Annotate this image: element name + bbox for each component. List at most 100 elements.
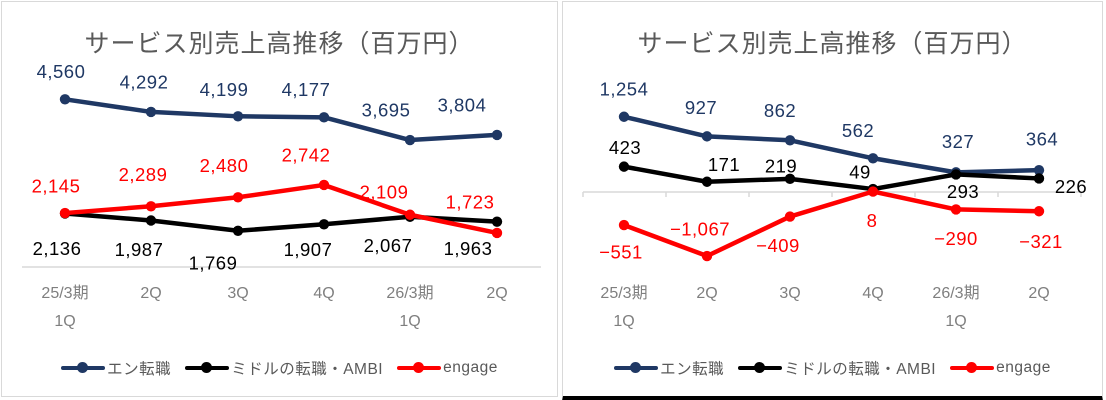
data-point-marker-en-tenshoku <box>145 106 157 118</box>
x-axis-label-line: 4Q <box>862 285 884 302</box>
legend-line-marker-icon <box>185 362 230 374</box>
data-label-engage: 2,109 <box>360 181 409 202</box>
legend-label: engage <box>996 359 1051 376</box>
x-axis-label: 4Q <box>828 280 918 308</box>
data-point-marker-engage <box>1033 206 1045 217</box>
data-label-engage: −290 <box>934 228 978 249</box>
data-label-middle-ambi: 1,963 <box>444 238 493 259</box>
x-axis-label: 2Q <box>106 280 196 308</box>
data-point-marker-en-tenshoku <box>59 94 71 105</box>
data-label-en-tenshoku: 862 <box>764 100 796 121</box>
data-point-marker-middle-ambi <box>950 169 962 180</box>
legend-label: エン転職 <box>107 361 172 378</box>
legend-item-engage: engage <box>950 359 1051 377</box>
data-point-marker-engage <box>318 179 330 191</box>
legend-item-en-tenshoku: エン転職 <box>61 357 171 379</box>
x-axis-label-line: 4Q <box>313 285 335 302</box>
data-label-engage: −409 <box>756 235 800 256</box>
line-plot-left: 4,560 4,292 4,199 4,177 3,695 3,804 2,136 1,987… <box>22 61 541 273</box>
x-axis-label: 4Q <box>279 280 369 308</box>
legend-line-marker-icon <box>397 362 442 374</box>
data-label-middle-ambi: 171 <box>708 154 740 175</box>
series-line-middle-ambi <box>62 211 500 234</box>
legend-item-engage: engage <box>397 359 498 377</box>
legend-line-marker-icon <box>614 362 659 374</box>
data-label-engage: 2,742 <box>282 144 331 165</box>
series-line-engage <box>621 189 1042 259</box>
data-label-en-tenshoku: 1,254 <box>600 78 649 99</box>
data-point-marker-en-tenshoku <box>784 135 796 146</box>
data-point-marker-en-tenshoku <box>701 131 713 142</box>
data-label-engage: −551 <box>599 242 643 263</box>
x-axis-label-line: 1Q <box>945 313 967 330</box>
data-label-middle-ambi: 1,907 <box>284 239 333 260</box>
x-axis-label-line: 25/3期 <box>41 285 89 302</box>
x-axis-label: 26/3期 1Q <box>911 280 1001 336</box>
series-line-en-tenshoku <box>62 97 500 143</box>
legend-item-en-tenshoku: エン転職 <box>614 357 724 379</box>
data-label-middle-ambi: 226 <box>1055 176 1087 197</box>
chart-panel-left: サービス別売上高推移（百万円） 4,560 4,292 4,199 4,177 3,69… <box>1 1 558 397</box>
x-axis-label-line: 1Q <box>399 313 421 330</box>
series-line-middle-ambi <box>621 164 1042 192</box>
data-point-marker-middle-ambi <box>701 176 713 187</box>
data-point-marker-engage <box>491 227 503 239</box>
chart-legend: エン転職 ミドルの転職・AMBI engage <box>2 356 557 380</box>
x-axis-label-line: 2Q <box>486 285 508 302</box>
legend-line-marker-icon <box>950 362 995 374</box>
data-point-marker-middle-ambi <box>784 173 796 185</box>
series-line-engage <box>62 182 500 236</box>
x-axis-label: 26/3期 1Q <box>365 280 455 336</box>
x-axis-label-line: 1Q <box>613 313 635 330</box>
chart-panel-right: サービス別売上高推移（百万円） 1,254 927 862 562 327 364 423 1… <box>562 1 1103 400</box>
data-point-marker-engage <box>784 211 796 222</box>
data-point-marker-engage <box>867 186 879 197</box>
data-label-middle-ambi: 423 <box>609 137 641 158</box>
data-point-marker-middle-ambi <box>1033 173 1045 184</box>
data-label-en-tenshoku: 327 <box>942 131 974 152</box>
data-point-marker-engage <box>59 207 71 219</box>
data-label-engage: 2,289 <box>119 164 168 185</box>
data-label-engage: −1,067 <box>670 219 730 240</box>
x-axis-label: 25/3期 1Q <box>20 280 110 336</box>
legend-dot-icon <box>966 362 978 374</box>
legend-item-middle-ambi: ミドルの転職・AMBI <box>185 357 383 379</box>
legend-label: engage <box>443 359 498 376</box>
data-point-marker-engage <box>618 219 630 231</box>
data-point-marker-engage <box>404 209 416 220</box>
x-axis-label: 25/3期 1Q <box>579 280 669 336</box>
data-label-en-tenshoku: 927 <box>685 97 717 118</box>
data-label-middle-ambi: 2,136 <box>33 238 82 259</box>
data-point-marker-middle-ambi <box>618 161 630 172</box>
data-point-marker-en-tenshoku <box>404 134 416 146</box>
data-label-middle-ambi: 2,067 <box>364 235 413 256</box>
legend-dot-icon <box>630 362 642 374</box>
data-point-marker-en-tenshoku <box>232 111 244 122</box>
x-axis-label-line: 26/3期 <box>386 285 434 302</box>
legend-line-marker-icon <box>61 362 106 374</box>
data-label-middle-ambi: 219 <box>765 155 797 176</box>
data-point-marker-engage <box>701 250 713 262</box>
x-axis-label-line: 3Q <box>227 285 249 302</box>
chart-title: サービス別売上高推移（百万円） <box>637 30 1028 58</box>
data-label-en-tenshoku: 4,199 <box>200 79 249 100</box>
chart-title: サービス別売上高推移（百万円） <box>84 30 475 58</box>
legend-label: ミドルの転職・AMBI <box>784 361 937 378</box>
series-line-en-tenshoku <box>621 114 1042 175</box>
x-axis-label-line: 3Q <box>779 285 801 302</box>
data-label-middle-ambi: 293 <box>947 181 979 202</box>
data-label-engage: 2,480 <box>200 155 249 176</box>
data-label-engage: 1,723 <box>446 191 495 212</box>
data-label-en-tenshoku: 4,177 <box>282 79 331 100</box>
data-point-marker-en-tenshoku <box>491 129 503 141</box>
data-point-marker-middle-ambi <box>491 216 503 227</box>
data-label-en-tenshoku: 364 <box>1026 129 1058 150</box>
data-point-marker-en-tenshoku <box>318 112 330 123</box>
x-axis-label: 3Q <box>193 280 283 308</box>
data-point-marker-en-tenshoku <box>867 153 879 164</box>
data-label-engage: 2,145 <box>32 176 81 197</box>
legend-dot-icon <box>77 362 89 374</box>
x-axis-label: 2Q <box>994 280 1084 308</box>
data-label-en-tenshoku: 4,292 <box>120 71 169 92</box>
